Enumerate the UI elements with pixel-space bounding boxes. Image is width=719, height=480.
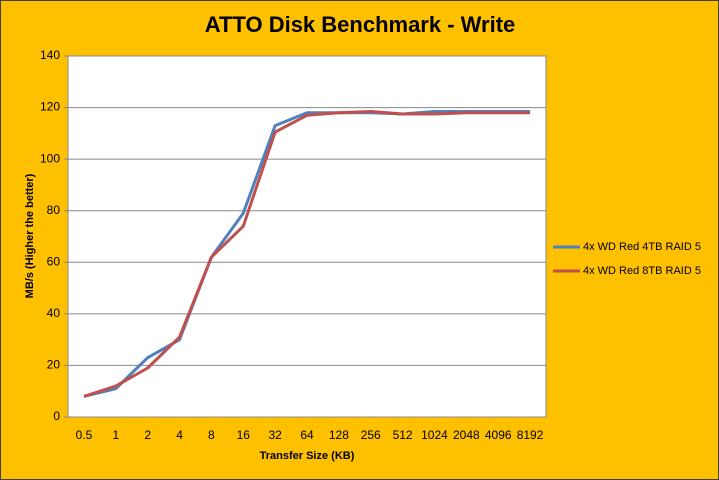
x-axis-title: Transfer Size (KB) bbox=[260, 450, 355, 462]
y-tick-label: 80 bbox=[47, 203, 61, 217]
y-tick-label: 60 bbox=[47, 254, 61, 268]
x-tick-label: 8 bbox=[208, 428, 215, 442]
x-tick-label: 1024 bbox=[421, 428, 448, 442]
x-tick-label: 4 bbox=[176, 428, 183, 442]
y-tick-label: 120 bbox=[40, 100, 60, 114]
y-axis-title: MB/s (Higher the better) bbox=[24, 173, 36, 298]
x-tick-label: 8192 bbox=[517, 428, 544, 442]
x-tick-label: 0.5 bbox=[76, 428, 93, 442]
x-tick-label: 128 bbox=[329, 428, 349, 442]
x-tick-label: 2048 bbox=[453, 428, 480, 442]
x-tick-label: 256 bbox=[361, 428, 381, 442]
legend-label: 4x WD Red 4TB RAID 5 bbox=[583, 241, 701, 253]
y-tick-label: 140 bbox=[40, 48, 60, 62]
legend-label: 4x WD Red 8TB RAID 5 bbox=[583, 265, 701, 277]
y-tick-label: 20 bbox=[47, 358, 61, 372]
y-tick-label: 100 bbox=[40, 151, 60, 165]
x-tick-label: 2 bbox=[144, 428, 151, 442]
x-tick-label: 64 bbox=[300, 428, 314, 442]
y-tick-label: 40 bbox=[47, 306, 61, 320]
x-tick-label: 32 bbox=[268, 428, 282, 442]
x-tick-label: 16 bbox=[237, 428, 251, 442]
x-tick-label: 512 bbox=[393, 428, 413, 442]
chart-title: ATTO Disk Benchmark - Write bbox=[205, 12, 516, 37]
y-tick-label: 0 bbox=[53, 409, 60, 423]
x-tick-label: 1 bbox=[112, 428, 119, 442]
series-line bbox=[83, 109, 531, 398]
series-line bbox=[83, 109, 531, 398]
x-tick-label: 4096 bbox=[485, 428, 512, 442]
